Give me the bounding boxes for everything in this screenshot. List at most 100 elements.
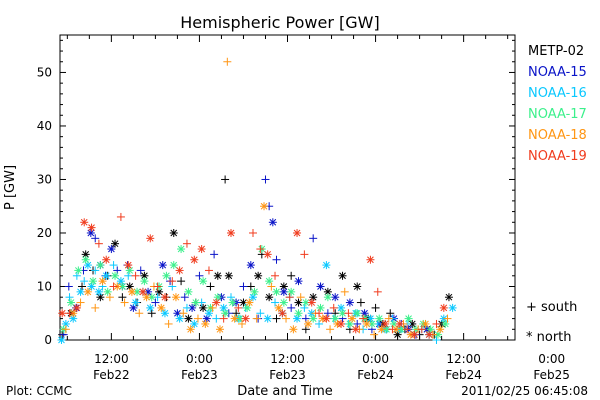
y-tick-label: 40 (37, 119, 52, 133)
data-point (241, 314, 250, 323)
y-tick-label: 10 (37, 279, 52, 293)
data-point (153, 282, 162, 291)
marker-legend-entry: * north (526, 330, 572, 345)
data-point (294, 277, 303, 286)
data-point (294, 309, 303, 318)
data-point (65, 293, 74, 302)
data-point (309, 234, 318, 243)
data-point (254, 271, 263, 280)
data-point (188, 303, 197, 312)
data-point (138, 287, 147, 296)
data-point (359, 314, 368, 323)
x-tick-time-label: 0:00 (362, 352, 389, 366)
data-point (448, 303, 457, 312)
data-point (89, 277, 98, 286)
data-point (81, 255, 90, 264)
data-point (91, 266, 100, 275)
data-point (131, 298, 140, 307)
x-axis-label: Date and Time (237, 384, 333, 399)
data-point (67, 298, 76, 307)
x-tick-time-label: 12:00 (94, 352, 129, 366)
data-point (103, 287, 112, 296)
data-point (226, 228, 235, 237)
data-point (124, 271, 133, 280)
data-point (239, 298, 248, 307)
legend-entry: NOAA-19 (528, 149, 587, 164)
data-point (118, 293, 127, 302)
data-point (182, 303, 191, 312)
data-point (285, 293, 294, 302)
data-point (83, 287, 92, 296)
data-point (175, 266, 184, 275)
data-point (300, 250, 309, 259)
data-point (199, 303, 208, 312)
series-legend: METP-02 NOAA-15 NOAA-16 NOAA-17 NOAA-18 NOAA-… (528, 44, 587, 164)
data-point (142, 293, 151, 302)
data-point (265, 277, 274, 286)
data-point (177, 245, 186, 254)
data-point (116, 212, 125, 221)
data-point (322, 261, 331, 270)
data-point (443, 314, 452, 323)
data-point (111, 239, 120, 248)
data-point (146, 234, 155, 243)
data-point (345, 298, 354, 307)
data-point (199, 277, 208, 286)
data-point (124, 261, 133, 270)
data-point (245, 298, 254, 307)
data-point (432, 319, 441, 328)
data-point (206, 282, 215, 291)
data-point (76, 287, 85, 296)
data-point (439, 303, 448, 312)
data-point (410, 330, 419, 339)
data-point (294, 298, 303, 307)
data-point (182, 239, 191, 248)
data-point (223, 57, 232, 66)
data-point (279, 287, 288, 296)
data-point (204, 309, 213, 318)
data-point (224, 271, 233, 280)
x-axis: 12:00 Feb22 0:00 Feb23 12:00 Feb23 0:00 Feb24 12… (66, 35, 570, 382)
x-tick-date-label: Feb25 (533, 368, 570, 382)
data-point (160, 309, 169, 318)
data-point (403, 325, 412, 334)
x-tick-time-label: 12:00 (446, 352, 481, 366)
data-point (252, 314, 261, 323)
data-point (367, 319, 376, 328)
data-point (208, 303, 217, 312)
data-point (373, 287, 382, 296)
data-point (323, 309, 332, 318)
data-point (366, 255, 375, 264)
data-point (344, 309, 353, 318)
data-point (64, 282, 73, 291)
data-point (76, 298, 85, 307)
data-point (125, 266, 134, 275)
data-point (228, 298, 237, 307)
data-point (190, 255, 199, 264)
data-point (326, 325, 335, 334)
y-tick-label: 20 (37, 226, 52, 240)
data-point (98, 277, 107, 286)
data-point (315, 319, 324, 328)
data-point (272, 287, 281, 296)
data-point (168, 277, 177, 286)
data-point (256, 309, 265, 318)
data-point (140, 277, 149, 286)
data-point (261, 175, 270, 184)
data-point (272, 255, 281, 264)
data-point (331, 293, 340, 302)
marker-legend-entry: + south (526, 300, 577, 315)
data-point (136, 266, 145, 275)
data-point (184, 287, 193, 296)
data-point (362, 319, 371, 328)
data-point (177, 277, 186, 286)
data-point (147, 309, 156, 318)
data-point (171, 293, 180, 302)
x-tick-date-label: Feb22 (93, 368, 130, 382)
data-point (135, 309, 144, 318)
x-tick-date-label: Feb24 (445, 368, 482, 382)
data-point (425, 330, 434, 339)
y-tick-label: 30 (37, 172, 52, 186)
data-point (323, 293, 332, 302)
data-point (147, 293, 156, 302)
